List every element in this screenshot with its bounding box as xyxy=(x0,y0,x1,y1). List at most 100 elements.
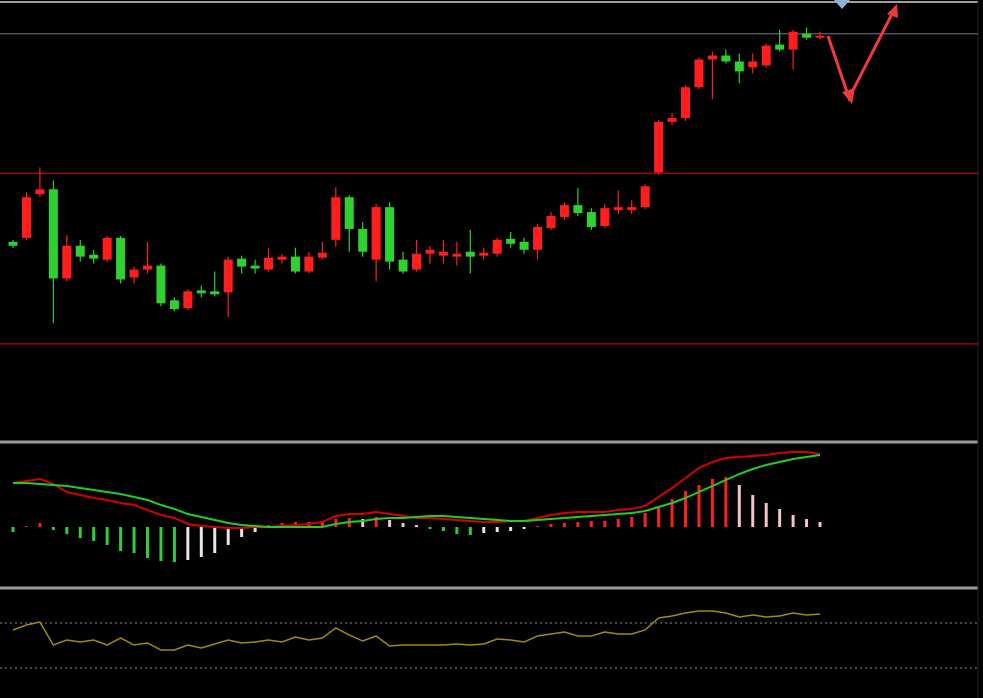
histogram-bar xyxy=(132,527,136,553)
histogram-bar xyxy=(495,527,499,532)
histogram-bar xyxy=(253,527,257,532)
histogram-bar xyxy=(536,526,540,527)
histogram-bar xyxy=(603,521,607,527)
annotation-arrow xyxy=(826,4,898,104)
histogram-bar xyxy=(710,479,714,527)
histogram-bar xyxy=(374,517,378,527)
candle-body xyxy=(385,207,395,262)
candle-body xyxy=(102,237,112,260)
candle-body xyxy=(21,197,31,238)
candle-body xyxy=(573,205,583,214)
histogram-bar xyxy=(778,509,782,527)
candle-body xyxy=(116,237,126,280)
candle-body xyxy=(250,265,260,269)
histogram-bar xyxy=(213,527,217,553)
candle-body xyxy=(586,212,596,227)
histogram-bar xyxy=(589,521,593,527)
histogram-bar xyxy=(630,517,634,527)
candle-body xyxy=(627,207,637,211)
candle-body xyxy=(210,291,220,295)
candle-body xyxy=(277,256,287,260)
histogram-bar xyxy=(764,503,768,527)
candle-body xyxy=(775,44,785,50)
histogram-bar xyxy=(415,525,418,527)
histogram-bar xyxy=(226,527,230,545)
candle-body xyxy=(425,249,435,254)
candle-body xyxy=(344,197,354,229)
histogram-bar xyxy=(11,527,15,532)
histogram-bar xyxy=(51,527,55,530)
candle-body xyxy=(169,300,179,310)
histogram-bar xyxy=(576,522,580,527)
arrow-head xyxy=(887,4,898,18)
histogram-bar xyxy=(240,527,244,537)
indicator-line xyxy=(12,610,821,651)
histogram-bar xyxy=(697,485,701,527)
histogram-bar xyxy=(38,523,42,527)
histogram-bar xyxy=(643,513,647,527)
histogram-bar xyxy=(401,523,405,527)
candle-body xyxy=(734,61,744,72)
arrow-head xyxy=(842,88,855,104)
histogram-bar xyxy=(441,527,445,531)
candle-body xyxy=(640,186,650,208)
histogram-bar xyxy=(428,527,432,529)
candle-body xyxy=(62,245,72,279)
candle-body xyxy=(492,239,502,254)
candle-body xyxy=(143,265,152,270)
histogram-bar xyxy=(361,519,365,527)
candle-body xyxy=(196,290,206,294)
histogram-bar xyxy=(482,527,486,533)
candle-body xyxy=(654,121,664,173)
histogram-bar xyxy=(657,507,661,527)
candle-body xyxy=(559,205,569,218)
candle-body xyxy=(802,33,812,38)
histogram-bar xyxy=(522,527,526,529)
candle-body xyxy=(707,55,717,60)
histogram-bar xyxy=(670,499,674,527)
candle-body xyxy=(681,87,690,118)
histogram-bar xyxy=(468,527,472,535)
candle-body xyxy=(600,208,610,226)
histogram-bar xyxy=(146,527,149,558)
histogram-bar xyxy=(78,527,82,538)
candle-body xyxy=(89,254,99,259)
candle-body xyxy=(156,265,166,304)
histogram-bar xyxy=(724,477,728,527)
histogram-bar xyxy=(684,491,687,527)
histogram-bar xyxy=(199,527,203,557)
histogram-bar xyxy=(751,495,755,527)
histogram-bar xyxy=(172,527,176,562)
histogram-bar xyxy=(791,515,795,527)
histogram-bar xyxy=(65,527,69,534)
candle-body xyxy=(331,197,341,240)
histogram-bar xyxy=(818,522,822,527)
histogram-bar xyxy=(549,524,553,527)
arrow-line xyxy=(826,11,895,102)
candle-body xyxy=(694,59,704,88)
candle-body xyxy=(761,45,771,66)
histogram-bar xyxy=(119,527,123,551)
candle-body xyxy=(223,259,233,293)
candle-body xyxy=(519,241,529,250)
candle-body xyxy=(290,256,300,272)
histogram-bar xyxy=(320,521,324,527)
histogram-bar xyxy=(186,527,190,560)
candle-body xyxy=(667,117,677,122)
candle-body xyxy=(358,228,368,252)
histogram-bar xyxy=(92,527,96,541)
candle-body xyxy=(748,61,758,68)
histogram-bar xyxy=(805,519,809,527)
histogram-bar xyxy=(24,526,28,527)
histogram-bar xyxy=(455,527,459,534)
indicator-line xyxy=(13,454,821,528)
candle-body xyxy=(35,189,45,195)
candle-body xyxy=(48,189,58,279)
histogram-bar xyxy=(105,527,109,545)
candle-body xyxy=(398,259,408,272)
histogram-bar xyxy=(159,527,163,561)
histogram-bar xyxy=(509,527,513,531)
candle-body xyxy=(721,55,731,62)
candle-body xyxy=(465,251,475,257)
